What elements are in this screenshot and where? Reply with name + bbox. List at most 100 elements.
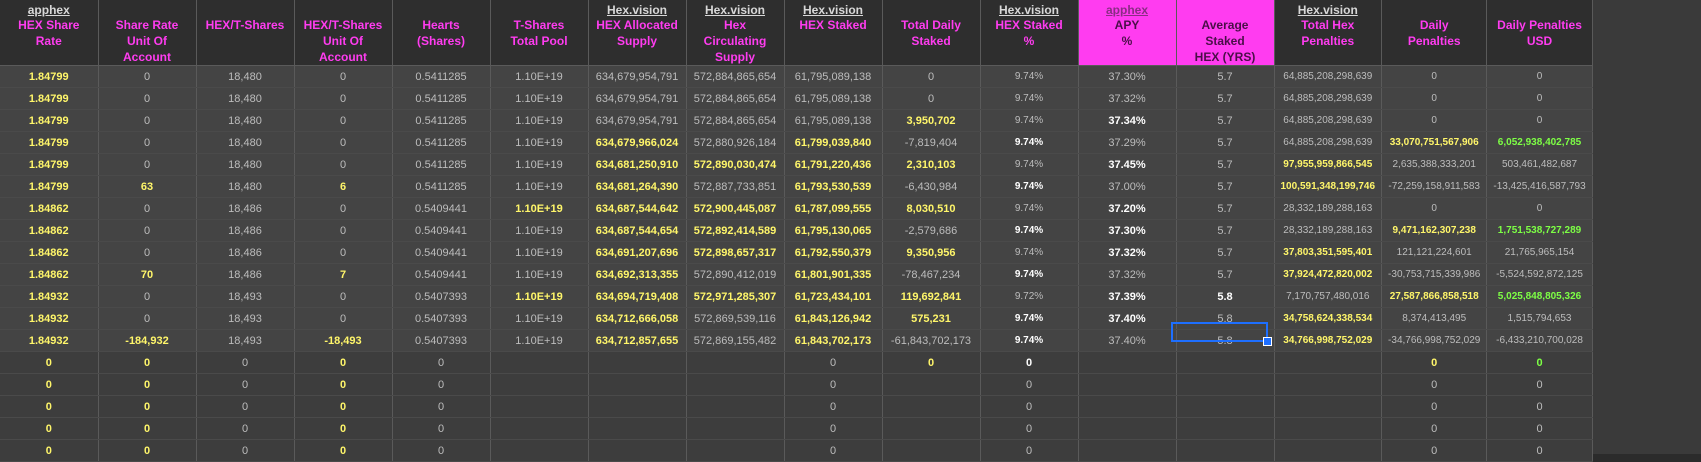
table-cell[interactable]: 61,793,530,539 bbox=[784, 175, 883, 198]
table-cell[interactable] bbox=[588, 373, 687, 396]
table-cell[interactable]: 0 bbox=[294, 87, 393, 110]
table-cell[interactable]: 572,884,865,654 bbox=[686, 87, 785, 110]
column-header[interactable]: Average Staked HEX (YRS) bbox=[1176, 17, 1275, 66]
table-cell[interactable]: 0 bbox=[294, 219, 393, 242]
table-cell[interactable]: 64,885,208,298,639 bbox=[1274, 131, 1383, 154]
table-cell[interactable]: 2,635,388,333,201 bbox=[1381, 153, 1488, 176]
table-cell[interactable]: 0.5411285 bbox=[392, 65, 491, 88]
table-cell[interactable]: 1.84862 bbox=[0, 219, 99, 242]
table-cell[interactable]: 7 bbox=[294, 263, 393, 286]
table-cell[interactable]: 8,374,413,495 bbox=[1381, 307, 1488, 330]
table-cell[interactable]: 61,792,550,379 bbox=[784, 241, 883, 264]
table-cell[interactable]: 27,587,866,858,518 bbox=[1381, 285, 1488, 308]
table-cell[interactable]: 0 bbox=[784, 373, 883, 396]
column-header[interactable]: Hearts (Shares) bbox=[392, 17, 491, 66]
table-cell[interactable]: 5,025,848,805,326 bbox=[1486, 285, 1593, 308]
table-cell[interactable]: 9.74% bbox=[980, 263, 1079, 286]
table-cell[interactable]: 0 bbox=[196, 373, 295, 396]
table-cell[interactable]: 6,052,938,402,785 bbox=[1486, 131, 1593, 154]
table-cell[interactable] bbox=[1078, 373, 1177, 396]
table-cell[interactable]: 64,885,208,298,639 bbox=[1274, 87, 1383, 110]
column-header[interactable]: HEX/T-Shares Unit Of Account bbox=[294, 17, 393, 66]
table-cell[interactable]: 64,885,208,298,639 bbox=[1274, 109, 1383, 132]
table-cell[interactable]: 9.72% bbox=[980, 285, 1079, 308]
table-cell[interactable]: 5.7 bbox=[1176, 131, 1275, 154]
table-cell[interactable]: -34,766,998,752,029 bbox=[1381, 329, 1488, 352]
table-cell[interactable]: 572,880,926,184 bbox=[686, 131, 785, 154]
table-cell[interactable]: 8,030,510 bbox=[882, 197, 981, 220]
source-link[interactable]: Hex.vision bbox=[784, 0, 883, 17]
table-cell[interactable]: 9.74% bbox=[980, 65, 1079, 88]
selected-cell[interactable] bbox=[1171, 322, 1268, 342]
table-cell[interactable]: 634,681,250,910 bbox=[588, 153, 687, 176]
table-cell[interactable]: 572,971,285,307 bbox=[686, 285, 785, 308]
table-cell[interactable] bbox=[1176, 439, 1275, 462]
table-cell[interactable]: -13,425,416,587,793 bbox=[1486, 175, 1593, 198]
table-cell[interactable]: 1.10E+19 bbox=[490, 329, 589, 352]
table-cell[interactable]: 0 bbox=[98, 439, 197, 462]
table-cell[interactable]: 0 bbox=[1381, 395, 1488, 418]
source-link[interactable]: Hex.vision bbox=[1274, 0, 1383, 17]
table-cell[interactable]: 634,694,719,408 bbox=[588, 285, 687, 308]
column-header[interactable]: APY% bbox=[1078, 17, 1177, 66]
table-cell[interactable]: 61,723,434,101 bbox=[784, 285, 883, 308]
table-cell[interactable]: 0 bbox=[98, 373, 197, 396]
table-cell[interactable]: 0 bbox=[294, 351, 393, 374]
table-cell[interactable] bbox=[1176, 395, 1275, 418]
table-cell[interactable]: 634,692,313,355 bbox=[588, 263, 687, 286]
table-cell[interactable] bbox=[1078, 351, 1177, 374]
table-cell[interactable] bbox=[1274, 417, 1383, 440]
table-cell[interactable]: 18,480 bbox=[196, 175, 295, 198]
table-cell[interactable]: 18,486 bbox=[196, 219, 295, 242]
table-cell[interactable]: 61,801,901,335 bbox=[784, 263, 883, 286]
table-cell[interactable]: 0.5411285 bbox=[392, 109, 491, 132]
table-cell[interactable]: 5.7 bbox=[1176, 65, 1275, 88]
table-cell[interactable]: 572,887,733,851 bbox=[686, 175, 785, 198]
table-cell[interactable]: 0.5411285 bbox=[392, 175, 491, 198]
table-cell[interactable]: 9.74% bbox=[980, 87, 1079, 110]
table-cell[interactable]: 575,231 bbox=[882, 307, 981, 330]
table-cell[interactable]: 634,679,954,791 bbox=[588, 109, 687, 132]
table-cell[interactable] bbox=[588, 439, 687, 462]
table-cell[interactable]: 37,924,472,820,002 bbox=[1274, 263, 1383, 286]
table-cell[interactable]: 1.10E+19 bbox=[490, 307, 589, 330]
table-cell[interactable]: 9.74% bbox=[980, 197, 1079, 220]
table-cell[interactable]: 0 bbox=[1381, 439, 1488, 462]
table-cell[interactable]: 37.29% bbox=[1078, 131, 1177, 154]
table-cell[interactable]: 61,795,089,138 bbox=[784, 65, 883, 88]
table-cell[interactable]: 0 bbox=[98, 65, 197, 88]
table-cell[interactable]: 9,471,162,307,238 bbox=[1381, 219, 1488, 242]
column-header[interactable]: HEX Share Rate bbox=[0, 17, 99, 66]
table-cell[interactable]: 634,687,544,654 bbox=[588, 219, 687, 242]
table-cell[interactable] bbox=[1176, 373, 1275, 396]
table-cell[interactable]: 0 bbox=[98, 395, 197, 418]
table-cell[interactable]: 5.7 bbox=[1176, 263, 1275, 286]
column-header[interactable]: HEX Staked bbox=[784, 17, 883, 66]
table-cell[interactable]: 1.84932 bbox=[0, 285, 99, 308]
table-cell[interactable] bbox=[490, 373, 589, 396]
table-cell[interactable] bbox=[686, 395, 785, 418]
table-cell[interactable] bbox=[686, 373, 785, 396]
table-cell[interactable]: 0 bbox=[98, 351, 197, 374]
table-cell[interactable]: 61,843,126,942 bbox=[784, 307, 883, 330]
table-cell[interactable]: 0 bbox=[196, 439, 295, 462]
table-cell[interactable]: 18,480 bbox=[196, 109, 295, 132]
table-cell[interactable]: 34,758,624,338,534 bbox=[1274, 307, 1383, 330]
table-cell[interactable]: 5.7 bbox=[1176, 109, 1275, 132]
table-cell[interactable]: 572,884,865,654 bbox=[686, 65, 785, 88]
table-cell[interactable]: -2,579,686 bbox=[882, 219, 981, 242]
table-cell[interactable] bbox=[686, 417, 785, 440]
table-cell[interactable]: 21,765,965,154 bbox=[1486, 241, 1593, 264]
table-cell[interactable]: 0 bbox=[98, 109, 197, 132]
table-cell[interactable] bbox=[882, 439, 981, 462]
column-header[interactable]: Total Hex Penalties bbox=[1274, 17, 1383, 66]
table-cell[interactable]: 0 bbox=[784, 395, 883, 418]
table-cell[interactable]: 0 bbox=[392, 439, 491, 462]
table-cell[interactable]: 9.74% bbox=[980, 219, 1079, 242]
table-cell[interactable]: 0 bbox=[0, 439, 99, 462]
table-cell[interactable]: 5.8 bbox=[1176, 285, 1275, 308]
table-cell[interactable] bbox=[882, 373, 981, 396]
table-cell[interactable]: 37.34% bbox=[1078, 109, 1177, 132]
table-cell[interactable]: 5.7 bbox=[1176, 219, 1275, 242]
table-cell[interactable]: -72,259,158,911,583 bbox=[1381, 175, 1488, 198]
